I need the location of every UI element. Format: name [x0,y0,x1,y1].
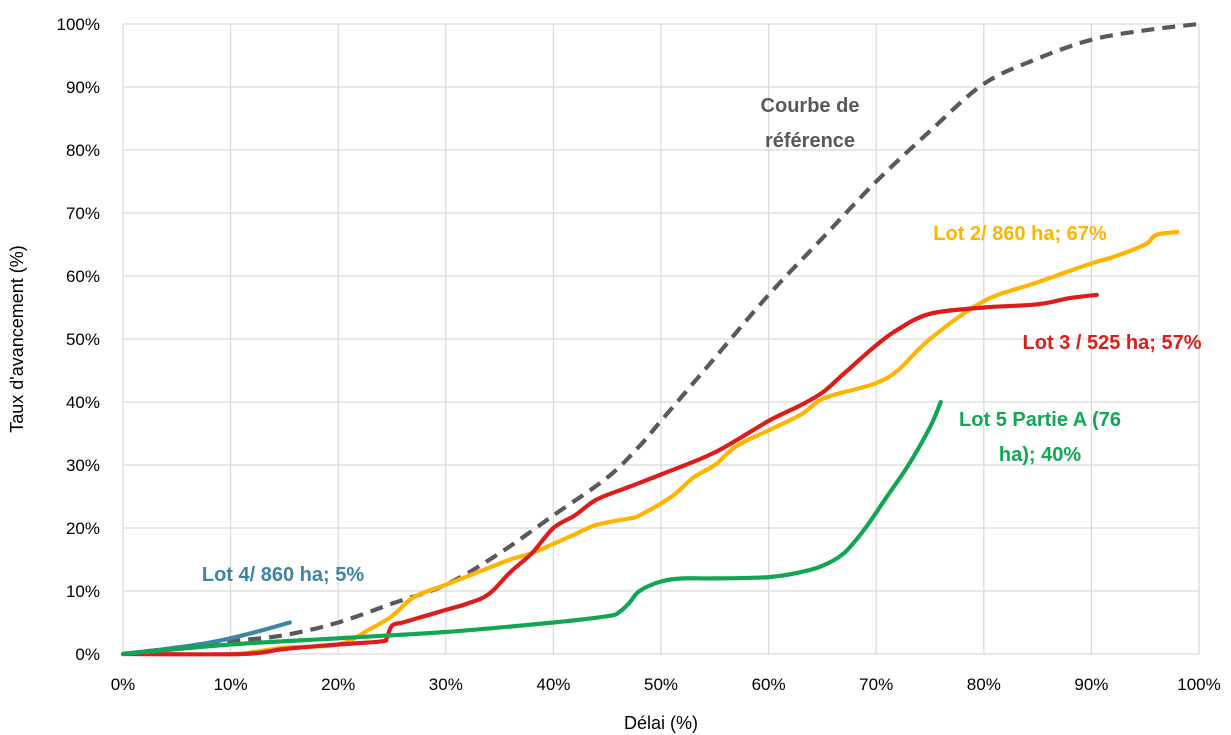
x-tick-label: 70% [859,675,893,694]
x-tick-label: 20% [321,675,355,694]
annotation-lot4: Lot 4/ 860 ha; 5% [202,564,364,586]
x-tick-label: 10% [214,675,248,694]
y-tick-label: 70% [66,204,100,223]
x-tick-label: 90% [1074,675,1108,694]
series-line-lot5 [120,399,943,657]
annotation-lot2: Lot 2/ 860 ha; 67% [933,223,1107,245]
x-tick-label: 40% [536,675,570,694]
x-tick-label: 60% [752,675,786,694]
y-tick-label: 80% [66,141,100,160]
x-tick-label: 100% [1177,675,1220,694]
y-tick-label: 30% [66,456,100,475]
x-tick-label: 30% [429,675,463,694]
annotation-lot3: Lot 3 / 525 ha; 57% [1023,332,1202,354]
x-tick-label: 50% [644,675,678,694]
y-tick-label: 20% [66,519,100,538]
x-axis-title: Délai (%) [624,713,698,733]
x-tick-label: 80% [967,675,1001,694]
y-axis-title: Taux d'avancement (%) [7,245,27,433]
y-tick-label: 100% [57,15,100,34]
y-tick-label: 50% [66,330,100,349]
axis-ticks: 0% 10% 20% 30% 40% 50% 60% 70% 80% 90% 100% 0% 10% 20… [57,15,1221,694]
y-tick-label: 0% [75,645,100,664]
y-tick-label: 60% [66,267,100,286]
grid [122,23,1200,655]
x-tick-label: 0% [111,675,136,694]
y-tick-label: 10% [66,582,100,601]
series-line-reference [122,21,1200,657]
annotation-reference: Courbe de référence [761,95,860,152]
y-tick-label: 90% [66,78,100,97]
series-lines [120,21,1200,657]
y-tick-label: 40% [66,393,100,412]
series-line-lot2 [239,229,1180,657]
series-line-lot3 [120,292,1099,657]
annotations: Courbe de référence Lot 2/ 860 ha; 67% Lot … [202,95,1202,586]
annotation-lot5: Lot 5 Partie A (76 ha); 40% [959,409,1121,466]
